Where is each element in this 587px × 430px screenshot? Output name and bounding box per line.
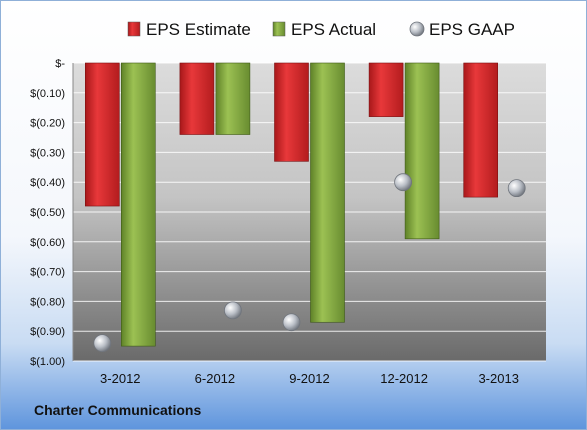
x-tick-label: 3-2012 bbox=[100, 371, 140, 386]
legend-label: EPS GAAP bbox=[429, 20, 515, 39]
legend-swatch bbox=[409, 21, 425, 37]
y-tick-label: $(0.50) bbox=[30, 207, 65, 219]
bar-eps-estimate bbox=[274, 62, 309, 162]
bar-eps-estimate bbox=[179, 62, 215, 135]
marker-eps-gaap bbox=[93, 334, 112, 353]
x-tick-label: 9-2012 bbox=[289, 371, 329, 386]
y-tick-label: $(0.90) bbox=[30, 326, 65, 338]
y-tick-label: $(0.20) bbox=[30, 118, 65, 130]
y-tick-label: $(0.80) bbox=[30, 296, 65, 308]
company-name: Charter Communications bbox=[34, 402, 202, 418]
bar-eps-estimate bbox=[463, 62, 499, 198]
plot-area: $- $(0.10) $(0.20) $(0.30) $(0.40) $(0.50) $(0… bbox=[30, 58, 546, 386]
y-tick-label: $- bbox=[55, 58, 65, 70]
bar-eps-actual bbox=[310, 62, 345, 323]
marker-eps-gaap bbox=[223, 301, 242, 320]
y-tick-label: $(0.70) bbox=[30, 267, 65, 279]
x-tick-label: 12-2012 bbox=[380, 371, 428, 386]
bar-eps-actual bbox=[215, 62, 251, 135]
marker-eps-gaap bbox=[282, 313, 301, 332]
legend-label: EPS Estimate bbox=[146, 20, 251, 39]
y-tick-label: $(1.00) bbox=[30, 356, 65, 368]
y-tick-label: $(0.60) bbox=[30, 237, 65, 249]
x-tick-label: 6-2012 bbox=[195, 371, 235, 386]
legend-swatch bbox=[127, 21, 141, 37]
legend-label: EPS Actual bbox=[291, 20, 376, 39]
y-tick-label: $(0.10) bbox=[30, 88, 65, 100]
bar-eps-actual bbox=[404, 62, 440, 240]
x-tick-label: 3-2013 bbox=[478, 371, 518, 386]
legend-swatch bbox=[272, 21, 286, 37]
bar-eps-actual bbox=[121, 62, 156, 347]
y-tick-label: $(0.40) bbox=[30, 177, 65, 189]
marker-eps-gaap bbox=[394, 173, 413, 192]
bar-eps-estimate bbox=[85, 62, 120, 207]
bar-eps-estimate bbox=[368, 62, 404, 117]
legend: EPS Estimate EPS Actual EPS GAAP bbox=[127, 20, 515, 39]
marker-eps-gaap bbox=[507, 179, 526, 198]
y-tick-label: $(0.30) bbox=[30, 147, 65, 159]
